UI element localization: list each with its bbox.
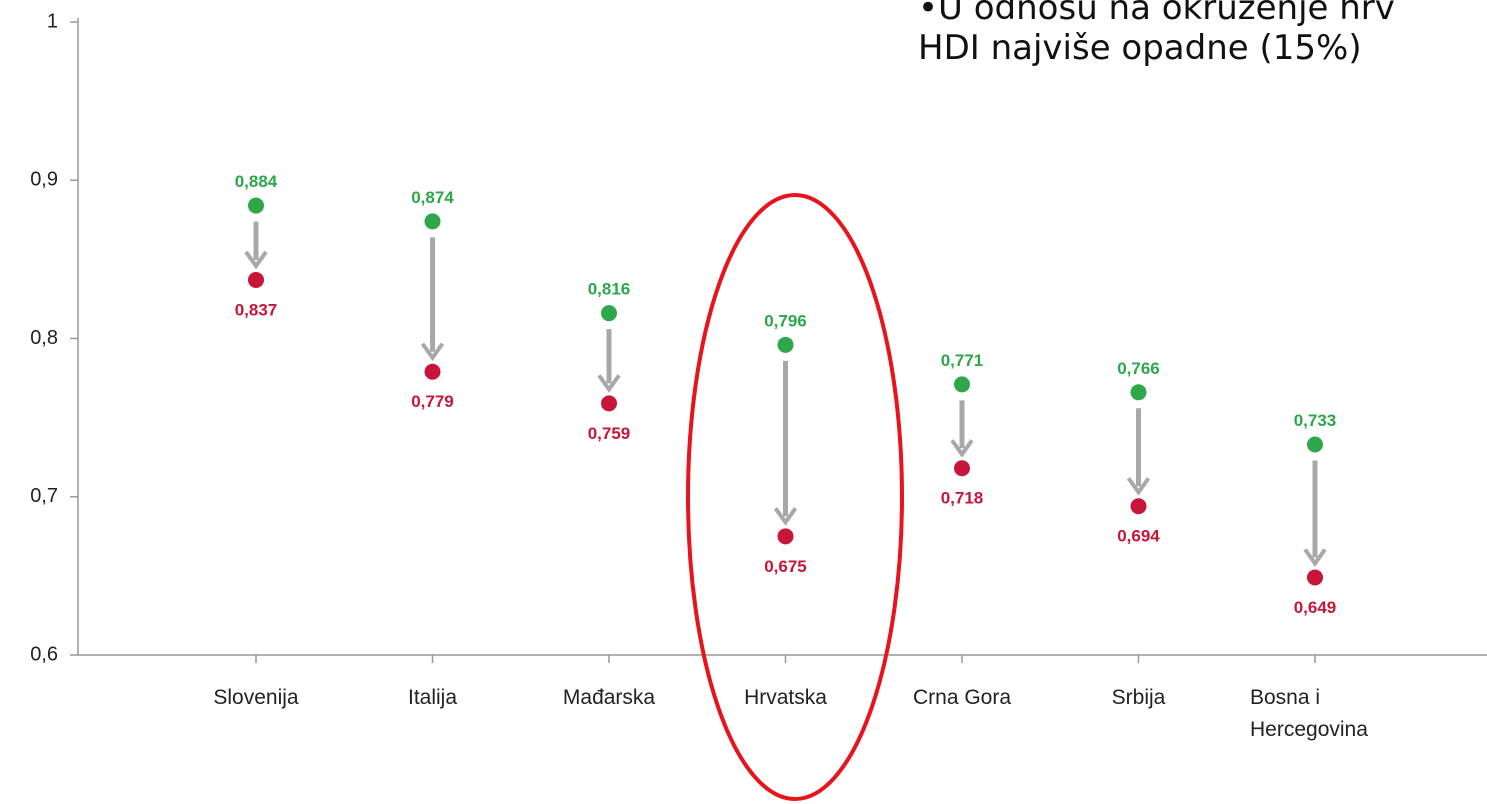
x-tick-label: Bosna i Hercegovina — [1250, 686, 1368, 741]
dot — [777, 528, 794, 545]
dot — [954, 460, 970, 477]
dot — [1130, 384, 1147, 401]
x-tick-label: Mađarska — [562, 686, 656, 709]
value-label: 0,733 — [1294, 411, 1337, 430]
annotation: •U odnosu na okruženje hrv — [918, 0, 1395, 28]
value-label: 0,816 — [588, 280, 631, 299]
dot — [601, 305, 617, 322]
arrow-head — [244, 250, 268, 270]
y-tick-label: 0,6 — [30, 643, 58, 665]
arrow-head — [1303, 548, 1327, 567]
value-label: 0,649 — [1294, 598, 1337, 617]
value-label: 0,779 — [411, 392, 454, 411]
dot — [601, 395, 617, 412]
arrow-head — [420, 342, 445, 362]
arrow-head — [950, 439, 974, 458]
y-tick-label: 0,7 — [30, 485, 58, 507]
x-tick-label: Srbija — [1111, 686, 1166, 709]
dot — [1307, 569, 1323, 586]
arrow-head — [1126, 477, 1151, 496]
dot — [1130, 498, 1147, 515]
arrow-head — [597, 374, 621, 393]
arrow-head — [773, 507, 798, 526]
x-tick-label: Italija — [407, 686, 458, 709]
annotation: HDI najviše opadne (15%) — [918, 28, 1362, 68]
dot — [954, 376, 970, 393]
value-label: 0,675 — [764, 557, 807, 576]
value-label: 0,796 — [764, 311, 807, 330]
value-label: 0,766 — [1117, 359, 1160, 378]
y-tick-label: 0,8 — [30, 327, 58, 349]
x-tick-label: Hrvatska — [744, 686, 827, 709]
dot — [248, 271, 264, 288]
dot — [424, 213, 441, 230]
value-label: 0,884 — [235, 172, 278, 191]
highlight-ellipse — [686, 193, 904, 801]
x-tick-label: Crna Gora — [912, 686, 1012, 709]
value-label: 0,874 — [411, 188, 454, 207]
value-label: 0,694 — [1117, 527, 1160, 546]
y-tick-label: 1 — [47, 10, 58, 32]
x-tick-label: Slovenija — [213, 686, 299, 709]
dot — [248, 197, 264, 214]
dot — [424, 363, 441, 380]
value-label: 0,759 — [588, 424, 631, 443]
y-tick-label: 0,9 — [30, 169, 58, 191]
value-label: 0,718 — [941, 489, 984, 508]
dot — [1307, 436, 1323, 453]
value-label: 0,771 — [941, 351, 984, 370]
dot — [777, 336, 794, 353]
value-label: 0,837 — [235, 300, 278, 319]
